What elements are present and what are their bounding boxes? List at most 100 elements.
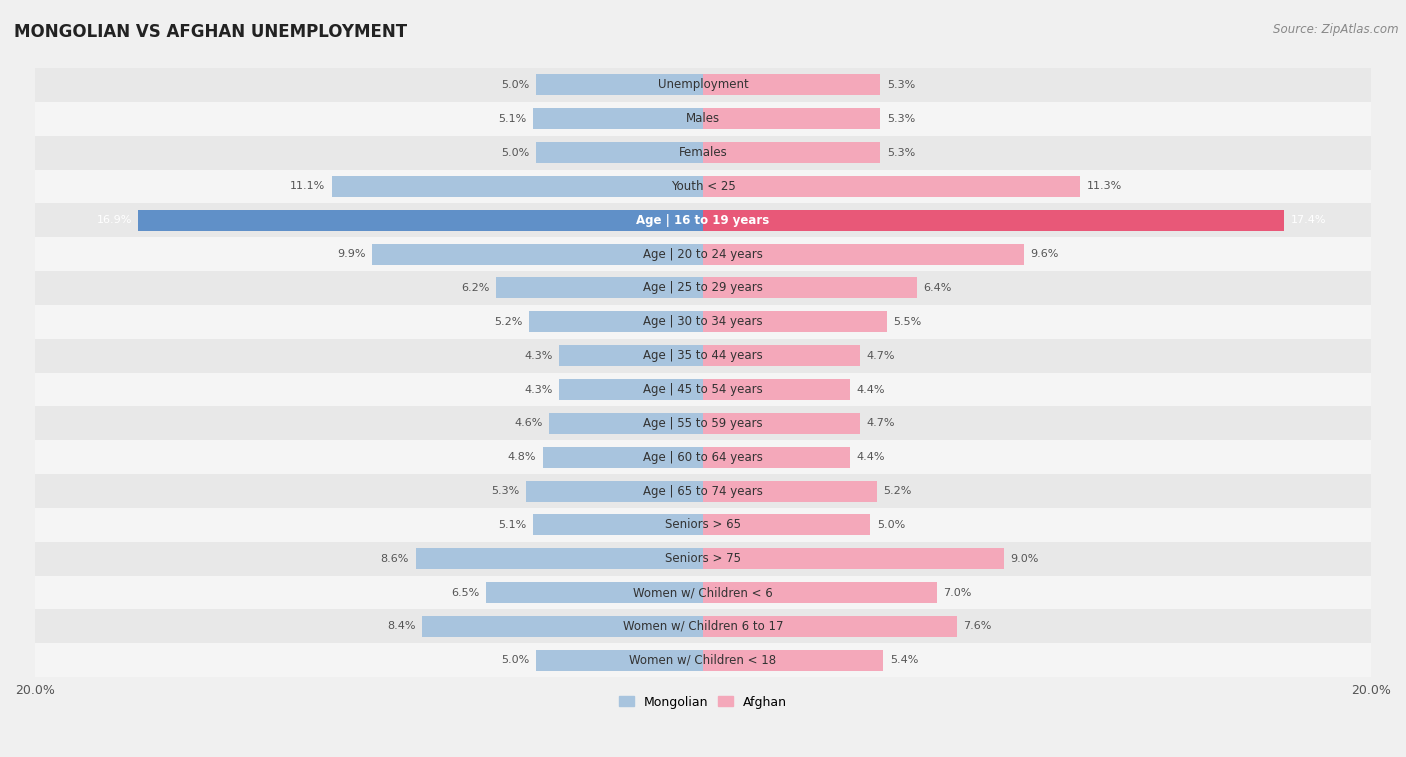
Text: 9.6%: 9.6%: [1031, 249, 1059, 259]
Bar: [703, 515, 870, 535]
Bar: [703, 582, 936, 603]
Text: Females: Females: [679, 146, 727, 159]
Text: 6.4%: 6.4%: [924, 283, 952, 293]
Text: 4.3%: 4.3%: [524, 350, 553, 360]
Bar: [35, 609, 1371, 643]
Text: 5.4%: 5.4%: [890, 656, 918, 665]
Text: 4.4%: 4.4%: [856, 385, 886, 394]
Text: 6.2%: 6.2%: [461, 283, 489, 293]
Bar: [35, 643, 1371, 678]
Bar: [35, 508, 1371, 542]
Text: 5.3%: 5.3%: [887, 80, 915, 90]
Text: Age | 60 to 64 years: Age | 60 to 64 years: [643, 450, 763, 464]
Text: Age | 65 to 74 years: Age | 65 to 74 years: [643, 484, 763, 497]
Text: 5.0%: 5.0%: [501, 80, 529, 90]
Text: 5.1%: 5.1%: [498, 520, 526, 530]
Text: 11.1%: 11.1%: [290, 182, 326, 192]
Bar: [35, 170, 1371, 204]
Text: 5.2%: 5.2%: [883, 486, 911, 496]
Text: 17.4%: 17.4%: [1291, 215, 1326, 226]
Bar: [35, 372, 1371, 407]
Text: 16.9%: 16.9%: [97, 215, 132, 226]
Bar: [703, 345, 860, 366]
Text: Males: Males: [686, 112, 720, 125]
Bar: [703, 108, 880, 129]
Bar: [703, 210, 1284, 231]
Text: Age | 55 to 59 years: Age | 55 to 59 years: [643, 417, 763, 430]
Bar: [560, 345, 703, 366]
Text: Age | 30 to 34 years: Age | 30 to 34 years: [643, 316, 763, 329]
Bar: [560, 379, 703, 400]
Bar: [533, 515, 703, 535]
Bar: [35, 338, 1371, 372]
Bar: [703, 142, 880, 163]
Bar: [533, 108, 703, 129]
Bar: [536, 142, 703, 163]
Text: 9.0%: 9.0%: [1011, 553, 1039, 564]
Bar: [703, 616, 957, 637]
Bar: [35, 271, 1371, 305]
Text: Age | 25 to 29 years: Age | 25 to 29 years: [643, 282, 763, 294]
Bar: [496, 278, 703, 298]
Text: 5.3%: 5.3%: [887, 148, 915, 157]
Bar: [422, 616, 703, 637]
Bar: [703, 447, 851, 468]
Text: MONGOLIAN VS AFGHAN UNEMPLOYMENT: MONGOLIAN VS AFGHAN UNEMPLOYMENT: [14, 23, 408, 41]
Bar: [35, 575, 1371, 609]
Text: Age | 16 to 19 years: Age | 16 to 19 years: [637, 213, 769, 227]
Bar: [703, 413, 860, 434]
Text: 6.5%: 6.5%: [451, 587, 479, 597]
Bar: [35, 407, 1371, 441]
Text: 9.9%: 9.9%: [337, 249, 366, 259]
Text: Age | 45 to 54 years: Age | 45 to 54 years: [643, 383, 763, 396]
Text: 5.5%: 5.5%: [893, 317, 922, 327]
Text: 5.0%: 5.0%: [501, 148, 529, 157]
Text: Seniors > 75: Seniors > 75: [665, 552, 741, 565]
Text: 5.0%: 5.0%: [877, 520, 905, 530]
Bar: [703, 244, 1024, 265]
Bar: [35, 102, 1371, 136]
Bar: [35, 237, 1371, 271]
Text: Women w/ Children < 18: Women w/ Children < 18: [630, 654, 776, 667]
Text: 7.6%: 7.6%: [963, 621, 991, 631]
Bar: [703, 74, 880, 95]
Bar: [35, 474, 1371, 508]
Bar: [703, 379, 851, 400]
Bar: [536, 650, 703, 671]
Bar: [332, 176, 703, 197]
Text: Women w/ Children 6 to 17: Women w/ Children 6 to 17: [623, 620, 783, 633]
Bar: [35, 68, 1371, 102]
Bar: [373, 244, 703, 265]
Text: 7.0%: 7.0%: [943, 587, 972, 597]
Bar: [536, 74, 703, 95]
Bar: [486, 582, 703, 603]
Text: 5.3%: 5.3%: [491, 486, 519, 496]
Text: 11.3%: 11.3%: [1087, 182, 1122, 192]
Text: 4.3%: 4.3%: [524, 385, 553, 394]
Text: 4.7%: 4.7%: [866, 350, 896, 360]
Text: Source: ZipAtlas.com: Source: ZipAtlas.com: [1274, 23, 1399, 36]
Bar: [703, 548, 1004, 569]
Bar: [703, 650, 883, 671]
Bar: [35, 305, 1371, 338]
Text: 4.8%: 4.8%: [508, 452, 536, 463]
Bar: [529, 311, 703, 332]
Bar: [138, 210, 703, 231]
Bar: [35, 204, 1371, 237]
Bar: [550, 413, 703, 434]
Bar: [703, 176, 1080, 197]
Bar: [35, 542, 1371, 575]
Bar: [703, 481, 877, 502]
Text: Women w/ Children < 6: Women w/ Children < 6: [633, 586, 773, 599]
Text: 5.1%: 5.1%: [498, 114, 526, 123]
Text: 4.4%: 4.4%: [856, 452, 886, 463]
Text: 4.6%: 4.6%: [515, 419, 543, 428]
Text: 4.7%: 4.7%: [866, 419, 896, 428]
Text: 8.6%: 8.6%: [381, 553, 409, 564]
Text: Youth < 25: Youth < 25: [671, 180, 735, 193]
Bar: [703, 311, 887, 332]
Bar: [35, 136, 1371, 170]
Bar: [526, 481, 703, 502]
Bar: [416, 548, 703, 569]
Text: 5.3%: 5.3%: [887, 114, 915, 123]
